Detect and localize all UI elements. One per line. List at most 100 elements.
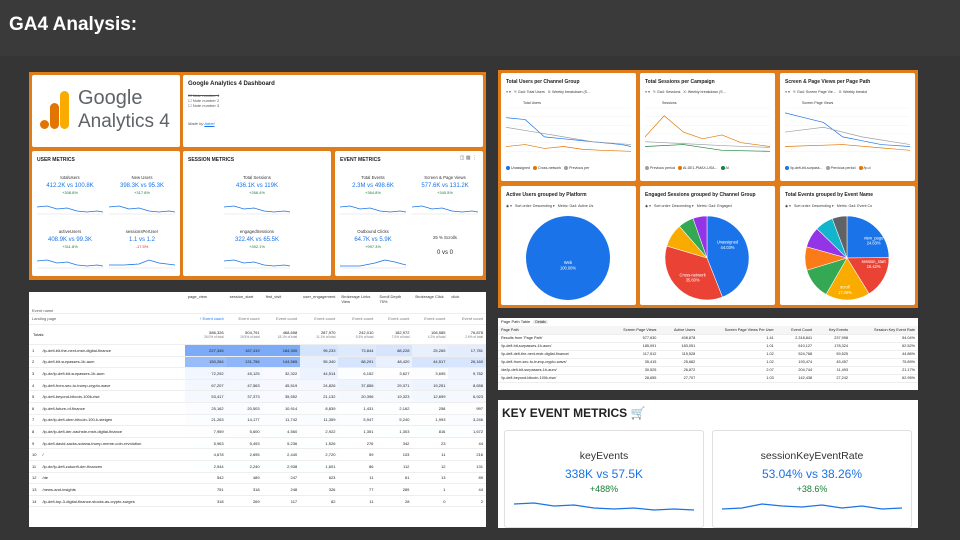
event-count-cell: 289: [376, 483, 413, 496]
table-row[interactable]: 4/lp-defi-from-sec-to-trump-crypto-wave 6…: [29, 379, 486, 392]
landing-page-cell[interactable]: /lp-de/lp-defi-bit-surpasses-1b-aum: [39, 367, 185, 380]
export-icon[interactable]: ▩: [465, 155, 471, 161]
landing-page-cell[interactable]: /lp-de/lp-defi-uber-bitcoin-100-k-steige…: [39, 414, 185, 427]
page-path-cell[interactable]: /lp-defi-from-sec-to-trump-crypto-wave/: [498, 358, 604, 367]
event-count-cell: 55,340: [300, 356, 339, 369]
legend-item[interactable]: /lp-d: [858, 166, 871, 171]
table-row[interactable]: 14/lp-defi-top-3-digital-finance-stocks-…: [29, 495, 486, 508]
page-path-cell[interactable]: /de/lp-defi-bit-surpasses-1b-aum/: [498, 366, 604, 375]
column-header[interactable]: Brokerage Links View: [338, 292, 377, 314]
table-row[interactable]: 13/news-and-insights 751 318 248 326 77 289 1 44: [29, 483, 486, 496]
page-path-cell[interactable]: /lp-defi-beyond-bitcoin-100k-rise/: [498, 374, 604, 383]
chart-controls[interactable]: ≡ ▾ Y: Ga4: Screen Page Vie... X: Weekly…: [785, 90, 867, 94]
legend-item[interactable]: /lp-defi-bit-surpass...: [785, 166, 823, 171]
column-header[interactable]: Page Path: [498, 326, 604, 335]
pie-label: 17.08%: [838, 290, 852, 295]
table-row[interactable]: 8/lp-de/lp-defi-der-nachste-mstr-digital…: [29, 425, 486, 438]
legend-item[interactable]: Previous period: [825, 166, 856, 171]
column-header[interactable]: Key Events: [815, 326, 852, 335]
value-cell: 577,630: [603, 334, 660, 343]
page-path-cell[interactable]: /lp-defi-bit-surpasses-1b-aum/: [498, 342, 604, 351]
legend-item[interactable]: AI-DE1-PMAX-USA...: [677, 166, 718, 171]
legend-item[interactable]: Cross-network: [532, 166, 561, 171]
filter-icon[interactable]: ◫: [459, 155, 465, 161]
event-count-cell: 276: [338, 437, 377, 450]
value-cell: 193,474: [776, 358, 816, 367]
table-row[interactable]: 5/lp-defi-beyond-bitcoin-100k-rise 53,417…: [29, 390, 486, 404]
column-header[interactable]: Session Key Event Rate: [851, 326, 918, 335]
total-cell: 504,791 19.5% of total: [226, 324, 263, 346]
landing-page-cell[interactable]: /lp-defi-bit-surpasses-1b-aum: [39, 356, 185, 369]
column-header[interactable]: page_view: [184, 292, 227, 314]
event-count-cell: 2: [448, 495, 486, 508]
event-count-table-card: Event name page_view session_start first…: [29, 292, 486, 527]
landing-page-cell[interactable]: /lp-defi-bit-the-next-mstr-digital-finan…: [39, 344, 185, 357]
table-row[interactable]: /lp-defi-from-sec-to-trump-crypto-wave/3…: [498, 358, 918, 367]
landing-page-cell[interactable]: /news-and-insights: [39, 483, 185, 496]
column-header[interactable]: Event Count: [776, 326, 816, 335]
table-row[interactable]: 9/lp-defi-david-sacks-solana-trump-meme-…: [29, 437, 486, 450]
table-row[interactable]: 6/lp-defi-future-of-finance 25,162 20,503 1…: [29, 402, 486, 415]
landing-page-cell[interactable]: /lp-de/lp-defi-zukunft-der-finanzen: [39, 460, 185, 473]
column-header[interactable]: Brokerage Click: [412, 292, 449, 314]
chart-controls[interactable]: ◉ ▾ Sort order: Descending ▾ Metric: Ga4…: [785, 204, 873, 208]
table-row[interactable]: 2/lp-defi-bit-surpasses-1b-aum 150,264 131…: [29, 356, 486, 369]
more-icon[interactable]: ⋮: [472, 155, 477, 161]
table-row[interactable]: 12/de 542 489 247 623 11 61 13 89: [29, 472, 486, 485]
event-count-cell: 5,600: [226, 425, 263, 438]
table-row[interactable]: /lp-defi-beyond-bitcoin-100k-rise/28,655…: [498, 374, 918, 383]
column-header[interactable]: Active Users: [659, 326, 699, 335]
event-count-cell: 14,177: [226, 414, 263, 427]
event-count-cell: 3,695: [412, 367, 449, 380]
table-row[interactable]: /de/lp-defi-bit-surpasses-1b-aum/30,525 2…: [498, 366, 918, 375]
table-row[interactable]: 3/lp-de/lp-defi-bit-surpasses-1b-aum 72,2…: [29, 367, 486, 380]
chart-controls[interactable]: ◉ ▾ Sort order: Descending ▾ Metric: Ga4…: [645, 204, 732, 208]
author-link[interactable]: Adriel: [204, 121, 215, 126]
legend-item[interactable]: Previous period: [645, 166, 675, 171]
details-badge[interactable]: Details: [533, 320, 548, 324]
event-count-cell: 35,552: [262, 390, 301, 404]
chart-controls[interactable]: ≡ ▾ Y: Ga4: Sessions X: Weekly breakdown…: [645, 90, 726, 94]
column-header[interactable]: first_visit: [262, 292, 301, 314]
legend-item[interactable]: Previous per: [564, 166, 589, 171]
table-row[interactable]: Results from 'Page Path' 577,630 408,878 1.…: [498, 334, 918, 343]
chart-title: Total Events grouped by Event Name: [785, 192, 873, 198]
table-row[interactable]: /lp-defi-bit-surpasses-1b-aum/185,091 183…: [498, 342, 918, 351]
event-count-cell: 12,699: [412, 390, 449, 404]
column-header[interactable]: Screen Page Views: [603, 326, 660, 335]
line-chart-card: Screen & Page Views per Page Path ≡ ▾ Y:…: [780, 73, 915, 181]
landing-page-cell[interactable]: /: [39, 448, 185, 462]
event-count-cell: 37,856: [338, 379, 377, 392]
legend-item[interactable]: AI: [720, 166, 729, 171]
column-header[interactable]: Scroll Depth 75%: [376, 292, 413, 314]
landing-page-cell[interactable]: /lp-de/lp-defi-der-nachste-mstr-digital-…: [39, 425, 185, 438]
table-row[interactable]: 1/lp-defi-bit-the-next-mstr-digital-fina…: [29, 344, 486, 357]
landing-page-cell[interactable]: /lp-defi-beyond-bitcoin-100k-rise: [39, 390, 185, 404]
table-row[interactable]: 11/lp-de/lp-defi-zukunft-der-finanzen 2,5…: [29, 460, 486, 473]
row-number: 3: [29, 367, 40, 380]
column-header[interactable]: user_engagement: [300, 292, 339, 314]
page-path-cell[interactable]: Results from 'Page Path': [498, 334, 604, 343]
chart-controls[interactable]: ◉ ▾ Sort order: Descending ▾ Metric: Ga4…: [506, 204, 594, 208]
column-header[interactable]: session_start: [226, 292, 263, 314]
landing-page-cell[interactable]: /lp-defi-top-3-digital-finance-stocks-as…: [39, 495, 185, 508]
landing-page-cell[interactable]: /lp-defi-from-sec-to-trump-crypto-wave: [39, 379, 185, 392]
chart-controls[interactable]: ≡ ▾ Y: Ga4: Total Users X: Weekly breakd…: [506, 90, 591, 94]
landing-page-cell[interactable]: /de: [39, 472, 185, 485]
column-header[interactable]: click: [448, 292, 486, 314]
subheader[interactable]: ↑ Event count: [184, 313, 227, 326]
event-count-cell: 184,300: [262, 344, 301, 357]
legend-item[interactable]: Unassigned: [506, 166, 530, 171]
table-row[interactable]: 10/4,678 2,695 2,440 2,720 59 103 11 216: [29, 448, 486, 462]
column-header[interactable]: Screen Page Views Per User: [698, 326, 777, 335]
event-metrics-card: EVENT METRICS ◫ ▩ ⋮ Total Events 2.3M vs …: [335, 151, 483, 276]
page-path-cell[interactable]: /lp-defi-defi-the-next-mstr-digital-fina…: [498, 350, 604, 359]
landing-page-cell[interactable]: /lp-defi-david-sacks-solana-trump-meme-c…: [39, 437, 185, 450]
chart-legend: /lp-defi-bit-surpass... Previous period …: [785, 166, 871, 171]
event-count-cell: 1: [412, 483, 449, 496]
event-count-cell: 48,420: [376, 356, 413, 369]
landing-page-cell[interactable]: /lp-defi-future-of-finance: [39, 402, 185, 415]
table-row[interactable]: /lp-defi-defi-the-next-mstr-digital-fina…: [498, 350, 918, 359]
table-row[interactable]: 7/lp-de/lp-defi-uber-bitcoin-100-k-steig…: [29, 414, 486, 427]
metric-new-users: New Users 398.3K vs 95.3K +317.8%: [119, 175, 165, 195]
